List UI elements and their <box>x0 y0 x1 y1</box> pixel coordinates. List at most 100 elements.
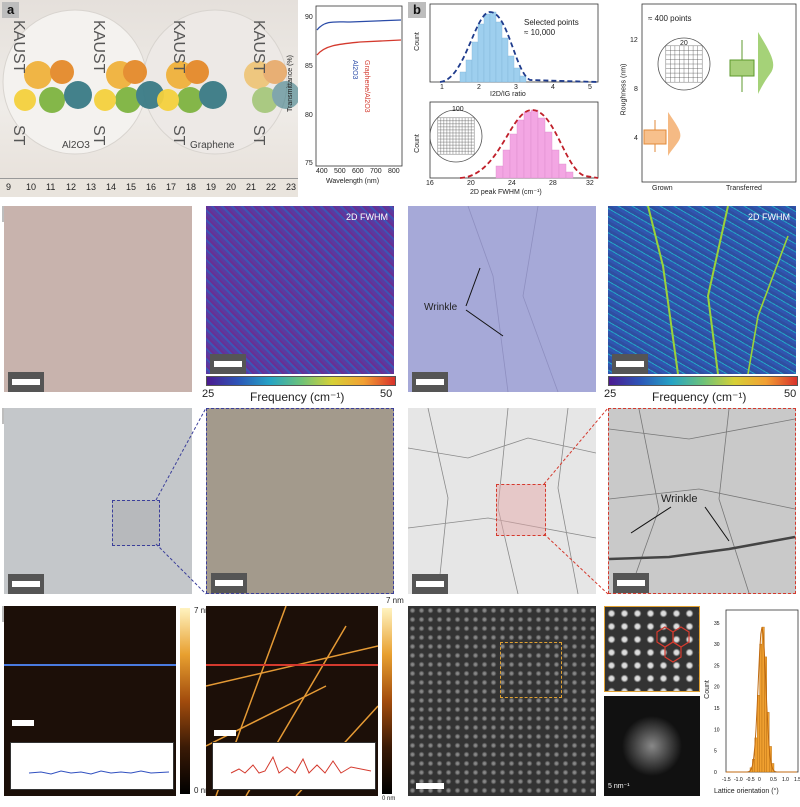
hist-xtick: -0.5 <box>746 777 755 783</box>
trans-ylabel: Transmittance (%) <box>286 55 294 112</box>
cb-g2-min: 0 nm <box>382 796 396 802</box>
panel-g-afm-transferred <box>206 606 378 796</box>
colorbar-g2 <box>382 608 392 794</box>
ruler-number: 11 <box>46 182 56 192</box>
panel-label-a: a <box>2 2 20 18</box>
legend-al2o3: Al2O3 <box>351 60 358 80</box>
grid-inset <box>429 109 483 163</box>
hist-ytick: 5 <box>714 749 717 755</box>
trans-xtick-500: 500 <box>334 168 346 175</box>
panel-h-tem <box>408 606 596 796</box>
roughness-svg <box>641 3 797 183</box>
profile-svg-g1 <box>28 770 170 775</box>
ruler: 9 10 11 12 13 14 15 16 17 18 19 20 21 22 23 <box>0 178 298 197</box>
trans-ytick-75: 75 <box>305 160 313 167</box>
scalebar-box-d <box>412 372 448 392</box>
trans-xtick-800: 800 <box>388 168 400 175</box>
profile-line-red <box>206 664 378 666</box>
wrinkle-label-d: Wrinkle <box>424 302 458 313</box>
zoom-lines-e <box>155 407 207 595</box>
hist1-xtick-5: 5 <box>588 84 592 91</box>
hist1-xtick-3: 3 <box>514 84 518 91</box>
scalebar-box-c <box>8 372 44 392</box>
hex-overlay <box>656 626 690 663</box>
trans-ytick-85: 85 <box>305 63 313 70</box>
hist-xtick: 0.5 <box>770 777 777 783</box>
transmittance-svg <box>315 5 403 167</box>
transmittance-chart: Transmittance (%) 90 85 80 75 400 500 60… <box>287 0 406 196</box>
kaust-logo-3 <box>157 60 227 113</box>
brand-side-2: ST <box>90 125 107 146</box>
colorbar-d-title: Frequency (cm⁻¹) <box>652 390 747 404</box>
panel-e-sem-zoom <box>206 408 394 594</box>
grid-label-20: 20 <box>680 40 688 47</box>
scalebar-box-g <box>8 716 38 730</box>
panel-a-illustration <box>2 9 298 155</box>
wrinkle-map-d <box>647 206 789 374</box>
zoom-box-e <box>112 500 160 546</box>
colorbar-c-min: 25 <box>202 388 215 400</box>
cb-g1-max: 7 nm <box>194 606 212 615</box>
scalebar-box-h <box>412 776 448 796</box>
ruler-number: 21 <box>246 182 257 192</box>
hist-xtick: 1.0 <box>782 777 789 783</box>
panel-f-sem-overview <box>408 408 596 594</box>
hist-ytick: 10 <box>714 727 720 733</box>
trans-xtick-600: 600 <box>352 168 364 175</box>
hist-ytick: 25 <box>714 663 720 669</box>
rough-ytick-12: 12 <box>630 37 638 44</box>
trans-ytick-80: 80 <box>305 112 313 119</box>
hist-fwhm-svg <box>429 101 599 179</box>
colorbar-c-max: 50 <box>380 388 393 400</box>
hist-xtick: -1.5 <box>722 777 731 783</box>
hist2-xtick-20: 20 <box>467 180 475 187</box>
hist-xtick: 0 <box>758 777 761 783</box>
ruler-number: 12 <box>66 182 77 192</box>
scalebar-h <box>416 783 444 789</box>
rough-ylabel: Roughness (nm) <box>620 63 628 116</box>
trans-ytick-90: 90 <box>305 14 313 21</box>
scalebar-d <box>416 379 444 385</box>
hist-fit-curve <box>726 626 797 773</box>
scalebar-box-f <box>412 574 448 594</box>
scalebar-e <box>12 581 40 587</box>
rough-xtick-transferred: Transferred <box>726 185 762 192</box>
rough-ytick-4: 4 <box>634 135 638 142</box>
panel-a-photo: KAUST KAUST KAUST KAUST ST ST ST ST Al2O… <box>0 0 298 178</box>
scalebar-box-c2 <box>210 354 246 374</box>
ruler-number: 23 <box>286 182 297 192</box>
scalebar-box-e <box>8 574 44 594</box>
colorbar-d <box>608 376 798 386</box>
grid-inset-2 <box>657 37 711 91</box>
rough-text: ≈ 400 points <box>648 14 692 23</box>
ruler-number: 14 <box>106 182 117 192</box>
scalebar-g <box>12 720 34 726</box>
ruler-number: 20 <box>226 182 237 192</box>
ruler-number: 18 <box>186 182 197 192</box>
panel-h-fft: 5 nm⁻¹ <box>604 696 700 796</box>
hist-ytick: 20 <box>714 685 720 691</box>
hist-ratio-svg <box>429 3 599 83</box>
wrinkle-label-f: Wrinkle <box>661 493 698 505</box>
panel-f-sem-zoom: Wrinkle <box>608 408 796 594</box>
hist2-xtick-28: 28 <box>549 180 557 187</box>
rough-xtick-grown: Grown <box>652 185 673 192</box>
hist-xtick: -1.0 <box>734 777 743 783</box>
brand-text-3: KAUST <box>170 20 187 74</box>
hist-ratio: Selected points ≈ 10,000 Count 1 2 3 4 5… <box>414 2 600 98</box>
hist1-text1: Selected points <box>524 18 579 27</box>
trans-xlabel: Wavelength (nm) <box>326 178 380 185</box>
hist2-xtick-16: 16 <box>426 180 434 187</box>
hist-ytick: 15 <box>714 706 720 712</box>
zoom-lines-f <box>543 407 609 595</box>
panel-c-optical <box>4 206 192 392</box>
ruler-number: 13 <box>86 182 97 192</box>
brand-text-4: KAUST <box>250 20 267 74</box>
hist2-xtick-32: 32 <box>586 180 594 187</box>
scalebar-c <box>12 379 40 385</box>
panel-d-optical: Wrinkle <box>408 206 596 392</box>
panel-d-fwhm-map: 2D FWHM <box>608 206 796 374</box>
hist-xtick: 1.5 <box>794 777 800 783</box>
colorbar-c-title: Frequency (cm⁻¹) <box>250 390 345 404</box>
